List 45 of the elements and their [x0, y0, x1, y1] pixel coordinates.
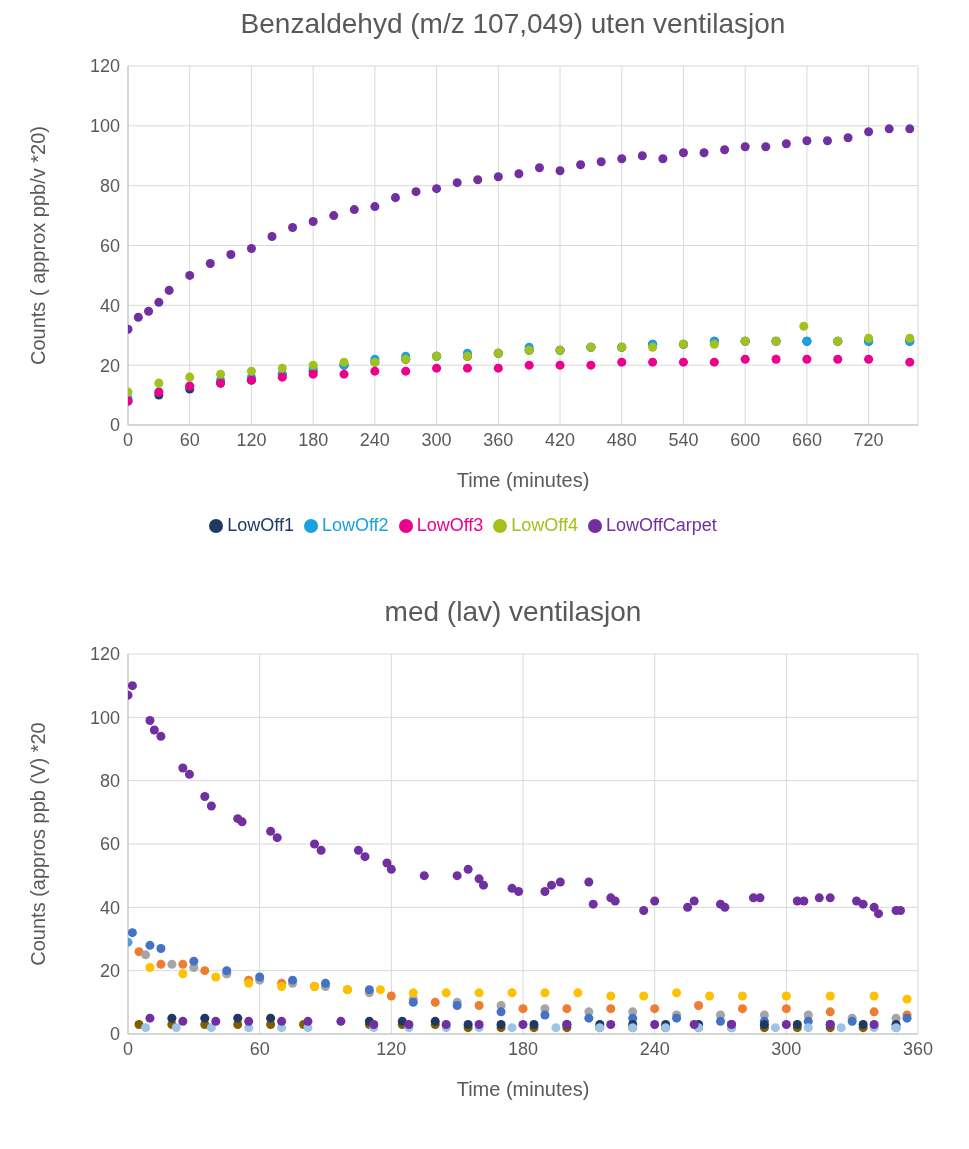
chart-title: med (lav) ventilasjon: [383, 596, 643, 628]
y-tick-label: 120: [89, 644, 120, 665]
legend-label: LowOffCarpet: [606, 515, 717, 535]
x-tick-label: 0: [122, 429, 134, 450]
y-tick-label: 100: [89, 707, 120, 728]
x-tick-label: 240: [639, 1038, 670, 1059]
x-tick-label: 120: [376, 1038, 407, 1059]
legend-label: LowOff3: [416, 515, 484, 535]
x-tick-label: 600: [730, 429, 761, 450]
x-axis-title: Time (minutes): [456, 469, 590, 491]
y-tick-label: 120: [89, 56, 120, 77]
y-tick-label: 40: [99, 295, 120, 316]
x-tick-label: 360: [483, 429, 514, 450]
x-tick-label: 120: [236, 429, 267, 450]
y-tick-label: 20: [99, 961, 120, 982]
y-axis-title: Counts (appros ppb (V) *20: [27, 722, 50, 966]
x-tick-label: 300: [771, 1038, 802, 1059]
y-axis-title: Counts ( approx ppb/v *20): [27, 125, 50, 366]
legend-label: LowOff4: [511, 515, 579, 535]
x-tick-label: 60: [249, 1038, 270, 1059]
x-tick-label: 180: [298, 429, 329, 450]
y-tick-label: 80: [99, 771, 120, 792]
x-tick-label: 480: [606, 429, 637, 450]
y-tick-label: 60: [99, 834, 120, 855]
y-tick-label: 0: [109, 415, 120, 436]
x-tick-label: 240: [359, 429, 390, 450]
chart-title: Benzaldehyd (m/z 107,049) uten ventilasjon: [239, 8, 787, 40]
x-tick-label: 180: [507, 1038, 539, 1059]
x-axis-title: Time (minutes): [456, 1078, 590, 1100]
x-tick-label: 300: [421, 429, 452, 450]
y-tick-label: 20: [99, 355, 120, 376]
legend-label: LowOff1: [227, 515, 294, 535]
x-tick-label: 0: [122, 1038, 134, 1059]
legend-label: LowOff2: [321, 515, 389, 535]
x-tick-label: 540: [668, 429, 699, 450]
x-tick-label: 660: [791, 429, 822, 450]
y-tick-label: 100: [89, 116, 120, 137]
y-tick-label: 60: [99, 235, 120, 256]
x-tick-label: 420: [545, 429, 576, 450]
x-tick-label: 60: [179, 429, 200, 450]
x-tick-label: 720: [853, 429, 884, 450]
y-tick-label: 80: [99, 176, 120, 197]
y-tick-label: 40: [99, 897, 120, 918]
y-tick-label: 0: [109, 1024, 120, 1045]
x-tick-label: 360: [902, 1038, 934, 1059]
